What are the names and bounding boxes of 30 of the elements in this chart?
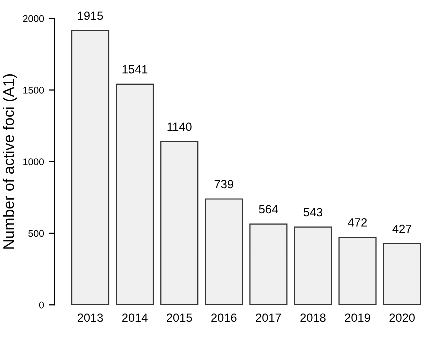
bar bbox=[338, 236, 377, 306]
data-label: 1915 bbox=[78, 12, 104, 20]
y-tick-label: 0 bbox=[39, 302, 44, 309]
data-label: 1140 bbox=[168, 122, 192, 132]
x-tick-label: 2013 bbox=[78, 314, 104, 322]
data-label: 1541 bbox=[122, 65, 148, 74]
x-tick-label: 2014 bbox=[122, 314, 148, 322]
bar bbox=[294, 226, 332, 306]
y-tick-label: 2000 bbox=[23, 15, 44, 22]
x-tick-label: 2016 bbox=[212, 314, 237, 322]
bar bbox=[160, 141, 199, 306]
bar bbox=[250, 224, 288, 306]
data-label: 543 bbox=[304, 208, 323, 217]
bar bbox=[205, 198, 244, 306]
bar bbox=[116, 84, 154, 306]
y-axis-title: Number of active foci (A1) bbox=[3, 74, 18, 249]
x-tick-label: 2020 bbox=[390, 314, 415, 322]
data-label: 739 bbox=[214, 180, 234, 189]
x-tick-label: 2017 bbox=[256, 314, 282, 322]
y-tick-label: 1500 bbox=[24, 86, 44, 94]
bar bbox=[71, 30, 110, 306]
y-tick-label: 1000 bbox=[24, 158, 44, 166]
data-label: 564 bbox=[259, 205, 278, 214]
y-tick-label: 500 bbox=[28, 230, 44, 238]
x-tick-label: 2019 bbox=[345, 314, 370, 322]
data-label: 472 bbox=[348, 218, 368, 227]
x-tick-label: 2018 bbox=[300, 314, 326, 322]
data-label: 427 bbox=[392, 224, 412, 234]
x-tick-label: 2015 bbox=[167, 314, 192, 322]
bar bbox=[383, 243, 422, 306]
